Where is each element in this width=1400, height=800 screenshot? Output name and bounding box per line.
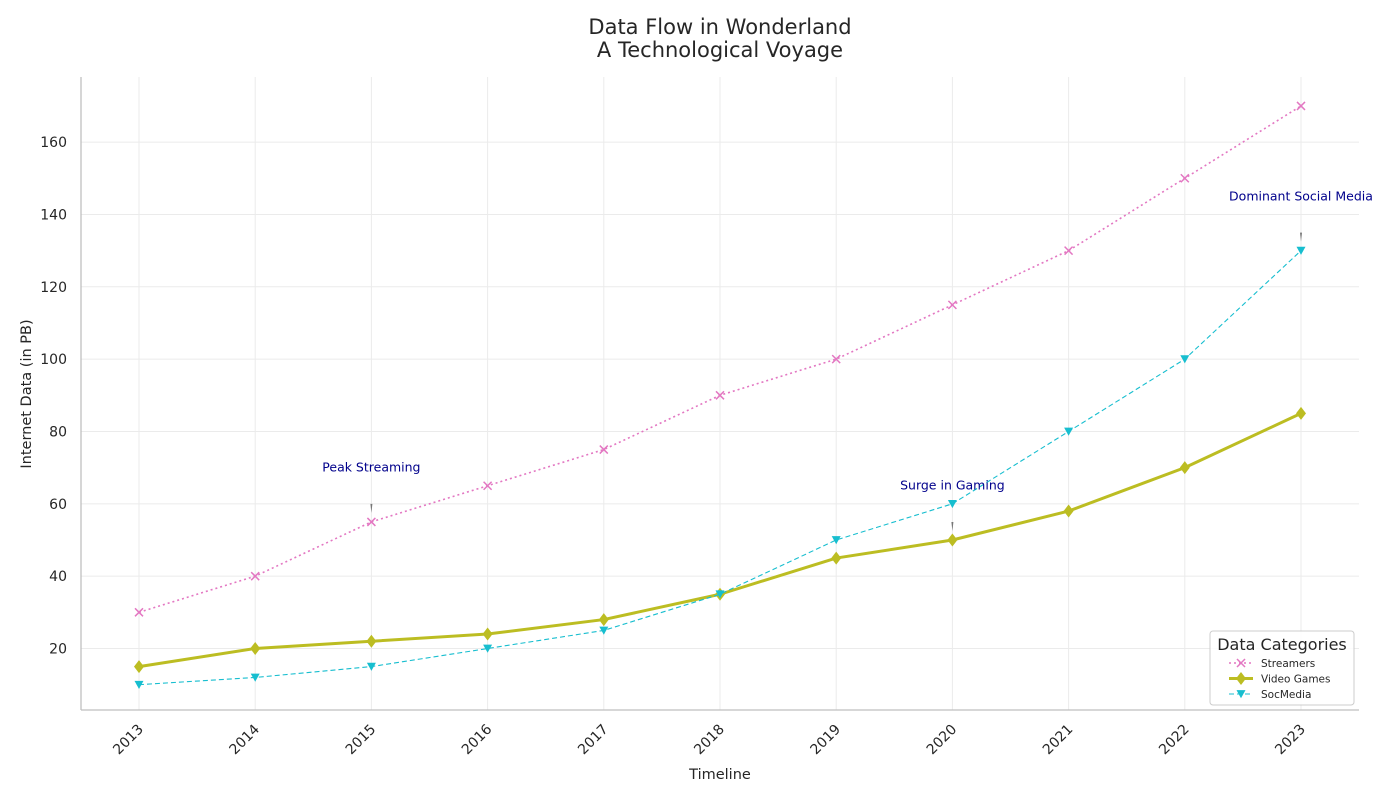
x-marker <box>134 607 144 617</box>
x-marker <box>715 390 725 400</box>
y-tick-label: 20 <box>49 642 67 658</box>
x-marker <box>1296 101 1306 111</box>
chart-title-line1: Data Flow in Wonderland <box>588 15 851 39</box>
y-tick-labels: 20 40 60 80 100 120 140 160 <box>40 135 67 657</box>
diamond-marker <box>831 551 842 565</box>
legend[interactable]: Data Categories Streamers Video Games SocM… <box>1209 630 1355 706</box>
legend-item: SocMedia <box>1229 689 1311 701</box>
x-tick-label: 2019 <box>808 722 845 759</box>
x-tick-label: 2016 <box>459 721 496 758</box>
triangle-marker <box>1180 355 1190 364</box>
x-tick-label: 2022 <box>1156 722 1193 759</box>
x-tick-label: 2013 <box>110 722 147 759</box>
x-tick-label: 2021 <box>1040 722 1077 759</box>
x-marker <box>947 300 957 310</box>
x-tick-label: 2017 <box>575 722 612 759</box>
x-marker <box>599 445 609 455</box>
y-tick-label: 140 <box>40 207 67 223</box>
diamond-marker <box>1296 406 1306 420</box>
triangle-marker <box>134 680 144 689</box>
diamond-marker <box>250 642 261 656</box>
legend-items: Streamers Video Games SocMedia <box>1229 658 1331 701</box>
y-tick-label: 120 <box>40 280 67 296</box>
y-tick-label: 100 <box>40 352 67 368</box>
x-tick-label: 2015 <box>343 722 380 759</box>
y-tick-label: 80 <box>49 424 67 440</box>
x-tick-labels: 2013 2014 2015 2016 2017 2018 2019 2020 2021 2022… <box>110 721 1309 758</box>
x-marker <box>483 481 493 491</box>
series-line <box>138 250 1302 686</box>
triangle-marker <box>599 626 609 635</box>
annotation-arrow <box>1300 232 1302 242</box>
series-layer <box>134 101 1306 689</box>
triangle-marker <box>1296 246 1306 255</box>
legend-label: Video Games <box>1261 674 1331 686</box>
annotation-arrow <box>951 521 954 531</box>
x-marker <box>1180 173 1190 183</box>
legend-item: Streamers <box>1229 658 1315 670</box>
x-marker <box>831 354 841 364</box>
x-marker <box>1064 246 1074 256</box>
legend-box <box>1209 630 1355 706</box>
y-tick-label: 160 <box>40 135 67 151</box>
triangle-marker <box>250 673 260 682</box>
legend-item: Video Games <box>1229 672 1331 686</box>
diamond-marker <box>947 533 958 547</box>
x-axis-label: Timeline <box>688 767 751 783</box>
annotation-text: Peak Streaming <box>322 460 420 475</box>
legend-title: Data Categories <box>1217 635 1347 654</box>
diamond-marker <box>1179 461 1190 475</box>
series-streamers <box>134 101 1306 617</box>
chart-title-line2: A Technological Voyage <box>597 38 843 62</box>
triangle-marker <box>483 644 493 653</box>
legend-label: Streamers <box>1261 658 1315 670</box>
y-tick-label: 40 <box>49 569 67 585</box>
x-tick-label: 2020 <box>924 722 961 759</box>
diamond-marker <box>598 613 609 627</box>
triangle-marker <box>1236 690 1246 699</box>
annotation-arrow <box>370 503 373 513</box>
annotation-text: Dominant Social Media <box>1229 188 1373 203</box>
x-marker <box>366 517 376 527</box>
diamond-marker <box>482 627 493 641</box>
y-axis-label: Internet Data (in PB) <box>19 319 35 468</box>
gridlines <box>81 77 1359 710</box>
series-socmedia <box>134 246 1306 689</box>
triangle-marker <box>831 536 841 545</box>
triangle-marker <box>366 662 376 671</box>
x-marker <box>250 571 260 581</box>
diamond-marker <box>1063 504 1074 518</box>
x-tick-label: 2014 <box>227 721 264 758</box>
x-marker <box>1236 658 1246 668</box>
y-tick-label: 60 <box>49 497 67 513</box>
annotations: Peak Streaming Surge in Gaming Dominant So… <box>322 188 1373 531</box>
diamond-marker <box>366 634 377 648</box>
triangle-marker <box>1064 427 1074 436</box>
annotation-text: Surge in Gaming <box>900 478 1005 493</box>
legend-label: SocMedia <box>1261 689 1311 701</box>
diamond-marker <box>134 660 144 674</box>
diamond-marker <box>1236 672 1246 685</box>
triangle-marker <box>947 499 957 509</box>
x-tick-label: 2018 <box>691 722 728 759</box>
triangle-marker <box>715 590 725 599</box>
x-tick-label: 2023 <box>1272 722 1309 759</box>
